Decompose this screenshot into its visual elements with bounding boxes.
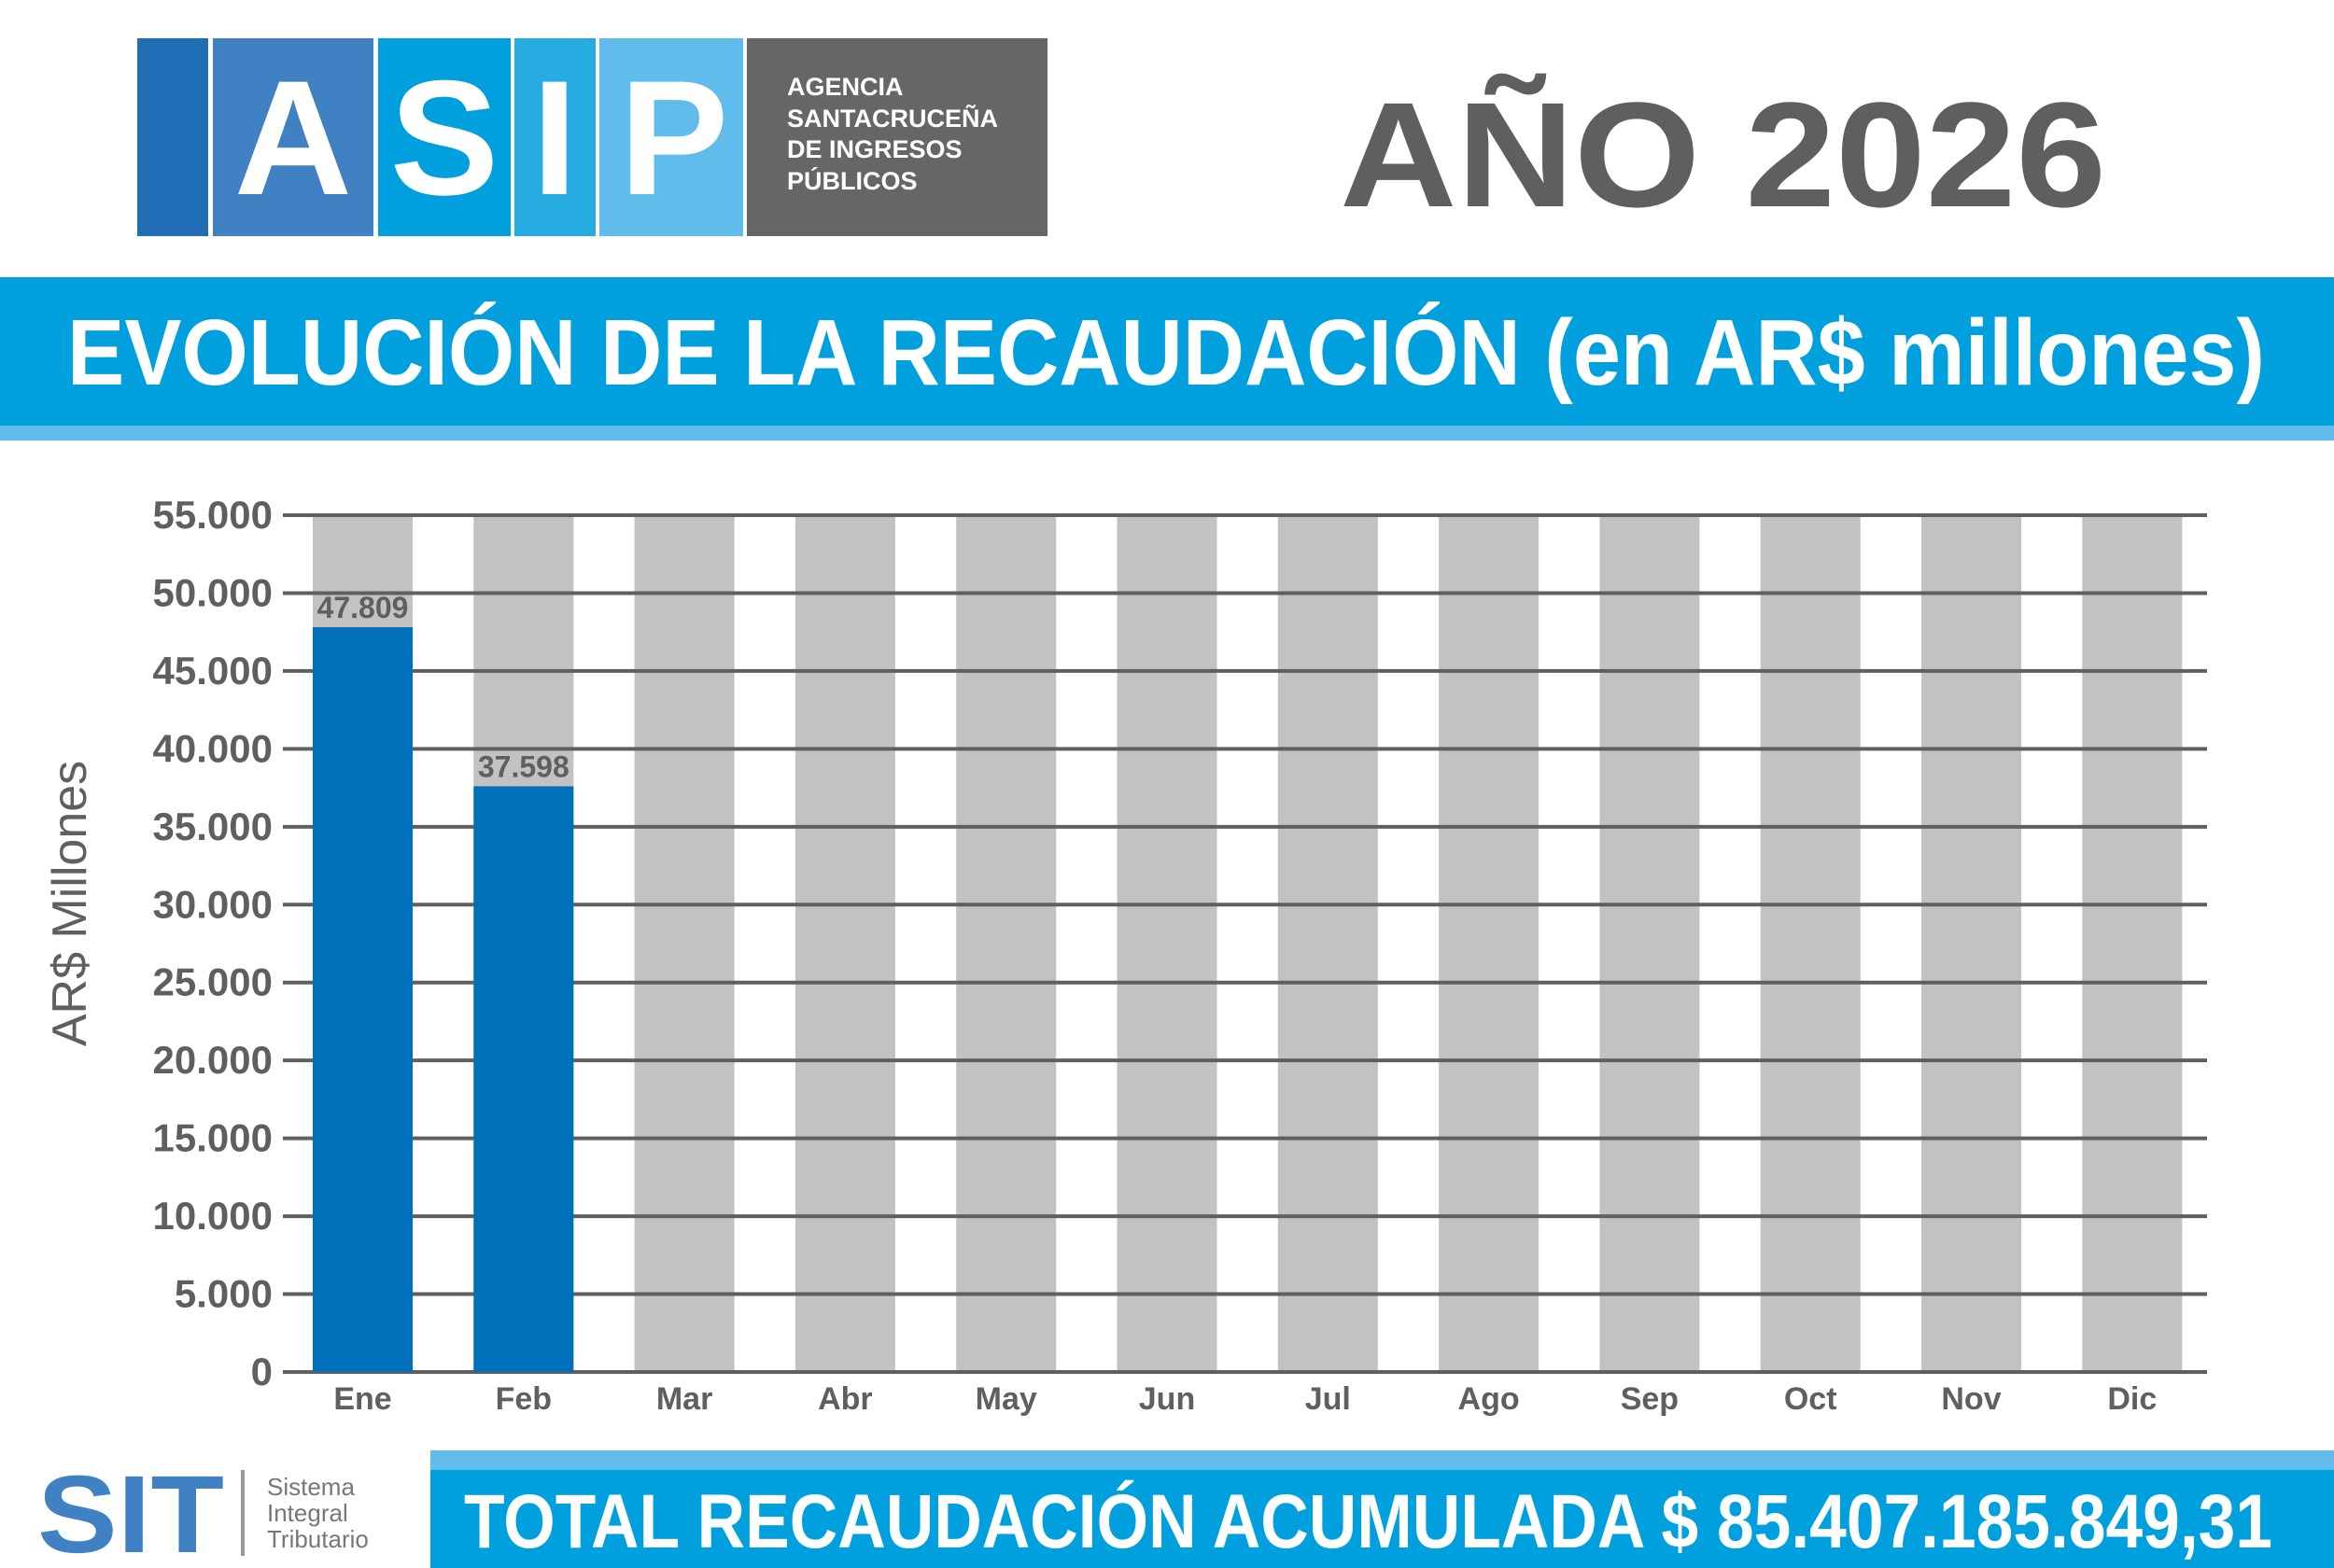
sit-line-1: Sistema [267,1473,355,1501]
y-tick-label: 35.000 [153,805,273,848]
bar-background-mar [634,515,735,1372]
y-tick-label: 55.000 [153,493,273,537]
bar-chart: 0 5.000 10.000 15.000 20.000 25.000 30.000 35.0… [43,493,2207,1417]
bar-background-sep [1599,515,1700,1372]
title-banner [0,277,2334,427]
bar-background-ago [1439,515,1540,1372]
year-label: AÑO 2026 [1340,71,2106,238]
title-banner-stripe [0,426,2334,441]
banner-title: EVOLUCIÓN DE LA RECAUDACIÓN (en AR$ mill… [67,301,2265,405]
x-tick-label: Ago [1458,1381,1520,1417]
x-tick-label: Feb [496,1381,552,1417]
sit-logo-text: SIT [37,1453,224,1568]
x-tick-label: Jun [1139,1381,1195,1417]
y-tick-label: 5.000 [175,1272,273,1316]
bar-background-oct [1760,515,1861,1372]
x-tick-label: May [976,1381,1037,1417]
total-banner [430,1470,2334,1568]
x-tick-label: Oct [1784,1381,1837,1417]
sit-line-2: Integral [267,1499,348,1527]
y-tick-label: 15.000 [153,1116,273,1160]
y-tick-label: 20.000 [153,1038,273,1082]
y-tick-label: 40.000 [153,726,273,770]
bar-ene [313,627,413,1372]
y-tick-label: 0 [251,1350,273,1393]
logo-letter-a: A [234,48,352,230]
x-tick-label: Nov [1941,1381,2001,1417]
data-label: 37.598 [478,749,569,783]
y-tick-label: 30.000 [153,882,273,926]
y-tick-label: 25.000 [153,960,273,1004]
logo-letter-i: I [532,48,578,230]
y-axis-label: AR$ Millones [43,761,97,1046]
agency-line-2: SANTACRUCEÑA [787,104,998,133]
agency-line-3: DE INGRESOS [787,135,963,163]
sit-divider [241,1470,245,1556]
x-tick-label: Abr [818,1381,873,1417]
x-tick-label: Sep [1621,1381,1679,1417]
bar-background-may [956,515,1057,1372]
sit-line-3: Tributario [267,1525,369,1553]
agency-line-4: PÚBLICOS [787,166,918,195]
bar-background-jul [1277,515,1378,1372]
total-recaudacion: TOTAL RECAUDACIÓN ACUMULADA $ 85.407.185… [464,1479,2272,1564]
asip-logo: A S I P AGENCIA SANTACRUCEÑA DE INGRESOS… [137,38,1047,236]
bar-background-abr [794,515,895,1372]
agency-line-1: AGENCIA [787,73,904,101]
logo-letter-p: P [620,48,729,230]
total-banner-stripe [430,1450,2334,1471]
x-tick-label: Jul [1305,1381,1351,1417]
y-tick-label: 45.000 [153,649,273,693]
logo-letter-s: S [390,48,499,230]
y-tick-label: 10.000 [153,1194,273,1238]
bar-background-nov [1921,515,2021,1372]
x-tick-label: Ene [333,1381,391,1417]
data-label: 47.809 [317,591,409,624]
x-tick-label: Dic [2107,1381,2157,1417]
x-tick-label: Mar [656,1381,712,1417]
bar-background-jun [1117,515,1217,1372]
bar-background-dic [2082,515,2183,1372]
sit-logo: SIT Sistema Integral Tributario [37,1453,369,1568]
bar-feb [473,786,574,1372]
y-tick-label: 50.000 [153,570,273,614]
